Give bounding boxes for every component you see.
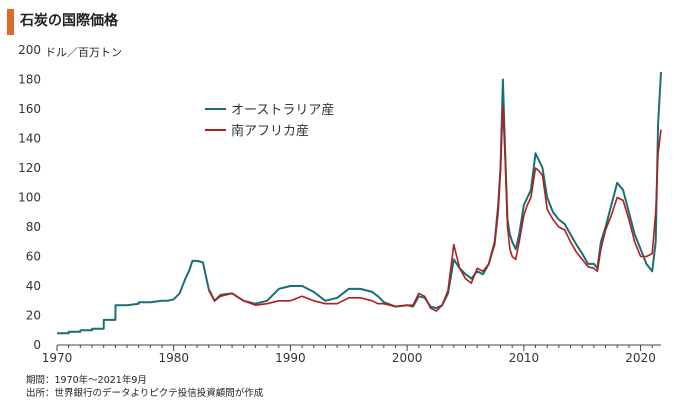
x-axis: 1970 1980 1990 2000 2010 2020 bbox=[42, 344, 661, 365]
y-axis-ticks: 0 20 40 60 80 100 120 140 160 180 200 bbox=[18, 43, 41, 352]
y-tick-label: 80 bbox=[26, 220, 41, 234]
y-tick-label: 200 bbox=[18, 43, 41, 57]
y-tick-label: 140 bbox=[18, 132, 41, 146]
legend-label: オーストラリア産 bbox=[231, 102, 334, 118]
y-tick-label: 40 bbox=[26, 279, 41, 293]
series-line-south-africa bbox=[208, 105, 662, 312]
x-tick-label: 1980 bbox=[158, 351, 189, 365]
y-tick-label: 180 bbox=[18, 73, 41, 87]
period-note: 期間：1970年～2021年9月 bbox=[26, 375, 147, 386]
x-tick-label: 1990 bbox=[275, 351, 306, 365]
series-lines bbox=[57, 72, 662, 335]
y-tick-label: 120 bbox=[18, 161, 41, 175]
x-tick-label: 2000 bbox=[392, 351, 423, 365]
title-accent-bar bbox=[7, 9, 14, 35]
series-line-australia bbox=[57, 72, 662, 335]
y-axis-unit-label: ドル／百万トン bbox=[45, 46, 122, 59]
x-tick-label: 1970 bbox=[42, 351, 73, 365]
y-tick-label: 100 bbox=[18, 191, 41, 205]
x-tick-label: 2010 bbox=[509, 351, 540, 365]
footnotes: 期間：1970年～2021年9月 出所：世界銀行のデータよりピクテ投信投資顧問が… bbox=[26, 374, 263, 400]
y-tick-label: 160 bbox=[18, 102, 41, 116]
legend-label: 南アフリカ産 bbox=[231, 123, 309, 139]
y-tick-label: 0 bbox=[33, 338, 41, 352]
y-tick-label: 60 bbox=[26, 250, 41, 264]
x-tick-label: 2020 bbox=[625, 351, 656, 365]
source-note: 出所：世界銀行のデータよりピクテ投信投資顧問が作成 bbox=[26, 388, 264, 399]
y-tick-label: 20 bbox=[26, 309, 41, 323]
chart-title: 石炭の国際価格 bbox=[20, 13, 118, 29]
